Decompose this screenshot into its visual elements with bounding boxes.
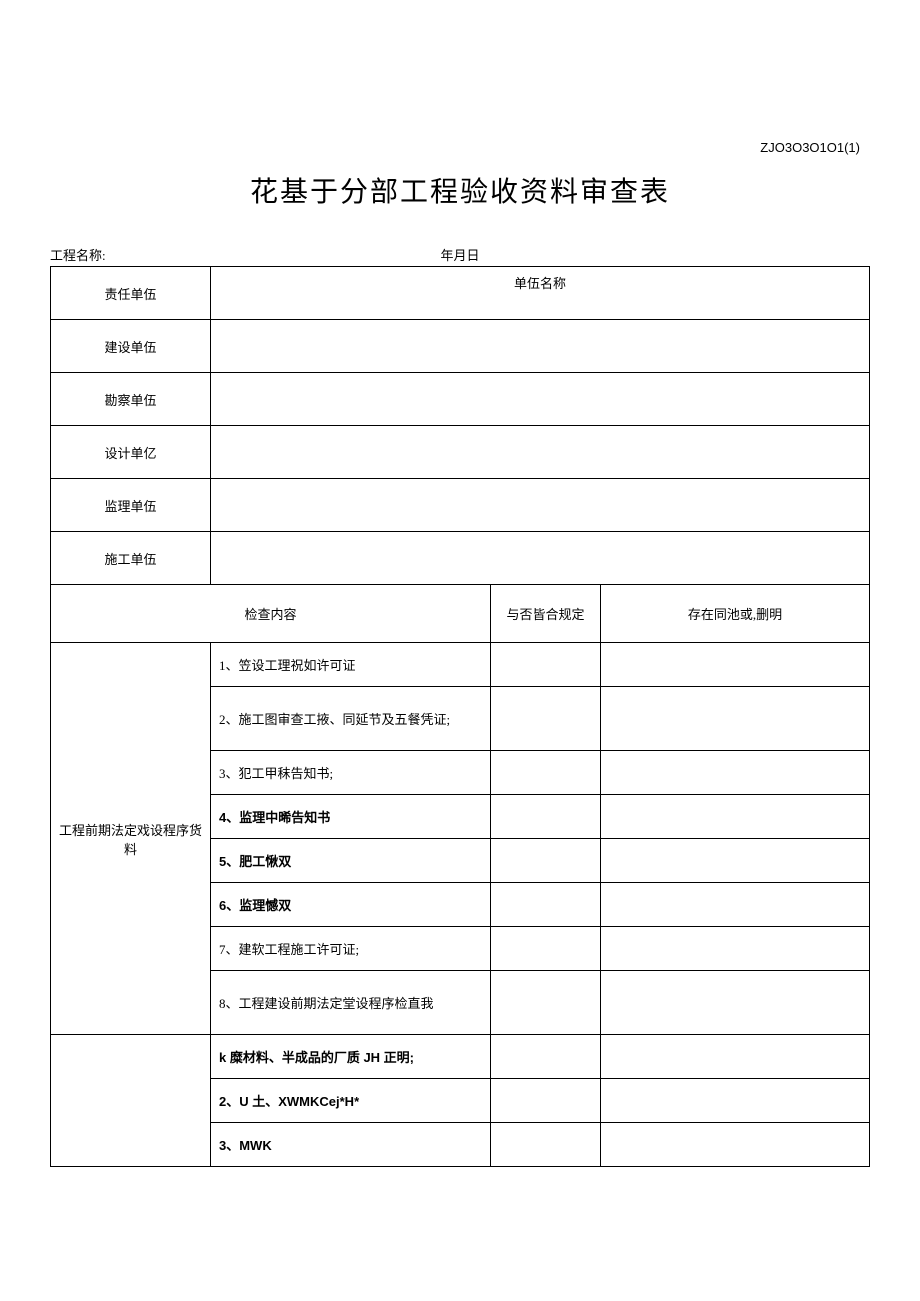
compliant-cell [491, 1079, 601, 1123]
check-content: k 糜材料、半成品的厂质 JH 正明; [211, 1035, 491, 1079]
unit-label: 设计单亿 [51, 426, 211, 479]
remark-cell [601, 687, 870, 751]
check-content: 4、监理中晞告知书 [211, 795, 491, 839]
check-content: 3、犯工甲秣告知书; [211, 751, 491, 795]
check-content: 1、笠设工理祝如许可证 [211, 643, 491, 687]
unit-row-responsible: 责任单伍 单伍名称 [51, 267, 870, 320]
compliant-cell [491, 883, 601, 927]
date-label: 年月日 [440, 245, 479, 264]
unit-row-design: 设计单亿 [51, 426, 870, 479]
remark-cell [601, 751, 870, 795]
remark-cell [601, 1035, 870, 1079]
remark-cell [601, 927, 870, 971]
header-compliant: 与否皆合规定 [491, 585, 601, 643]
compliant-cell [491, 643, 601, 687]
unit-row-survey: 勘察单伍 [51, 373, 870, 426]
main-table: 责任单伍 单伍名称 建设单伍 勘察单伍 设计单亿 监理单伍 施工单伍 检查内容 … [50, 266, 870, 1167]
check-content: 2、U 土、XWMKCej*H* [211, 1079, 491, 1123]
remark-cell [601, 1123, 870, 1167]
compliant-cell [491, 795, 601, 839]
compliant-cell [491, 1035, 601, 1079]
check-item-row: 工程前期法定戏设程序货料 1、笠设工理祝如许可证 [51, 643, 870, 687]
header-content: 检查内容 [51, 585, 491, 643]
unit-row-construction: 建设单伍 [51, 320, 870, 373]
unit-name-cell [211, 426, 870, 479]
check-content: 5、肥工愀双 [211, 839, 491, 883]
unit-name-cell [211, 320, 870, 373]
check-content: 8、工程建设前期法定堂设程序检直我 [211, 971, 491, 1035]
check-item-row: k 糜材料、半成品的厂质 JH 正明; [51, 1035, 870, 1079]
compliant-cell [491, 971, 601, 1035]
unit-label: 监理单伍 [51, 479, 211, 532]
unit-name-cell [211, 373, 870, 426]
unit-label: 责任单伍 [51, 267, 211, 320]
compliant-cell [491, 751, 601, 795]
unit-label: 勘察单伍 [51, 373, 211, 426]
unit-label: 建设单伍 [51, 320, 211, 373]
unit-name-cell [211, 532, 870, 585]
category-cell [51, 1035, 211, 1167]
document-title: 花基于分部工程验收资料审查表 [50, 170, 870, 210]
header-remark: 存在同池或,删明 [601, 585, 870, 643]
compliant-cell [491, 687, 601, 751]
check-content: 3、MWK [211, 1123, 491, 1167]
unit-name-header: 单伍名称 [211, 267, 870, 320]
unit-name-cell [211, 479, 870, 532]
remark-cell [601, 643, 870, 687]
remark-cell [601, 839, 870, 883]
compliant-cell [491, 839, 601, 883]
category-cell: 工程前期法定戏设程序货料 [51, 643, 211, 1035]
check-content: 6、监理憾双 [211, 883, 491, 927]
check-content: 2、施工图审查工掖、同延节及五餐凭证; [211, 687, 491, 751]
remark-cell [601, 883, 870, 927]
check-content: 7、建软工程施工许可证; [211, 927, 491, 971]
unit-label: 施工单伍 [51, 532, 211, 585]
remark-cell [601, 795, 870, 839]
form-code: ZJO3O3O1O1(1) [760, 140, 860, 155]
remark-cell [601, 1079, 870, 1123]
remark-cell [601, 971, 870, 1035]
compliant-cell [491, 927, 601, 971]
unit-row-supervision: 监理单伍 [51, 479, 870, 532]
unit-row-builder: 施工单伍 [51, 532, 870, 585]
check-header-row: 检查内容 与否皆合规定 存在同池或,删明 [51, 585, 870, 643]
header-line: 工程名称: 年月日 [50, 245, 870, 264]
compliant-cell [491, 1123, 601, 1167]
